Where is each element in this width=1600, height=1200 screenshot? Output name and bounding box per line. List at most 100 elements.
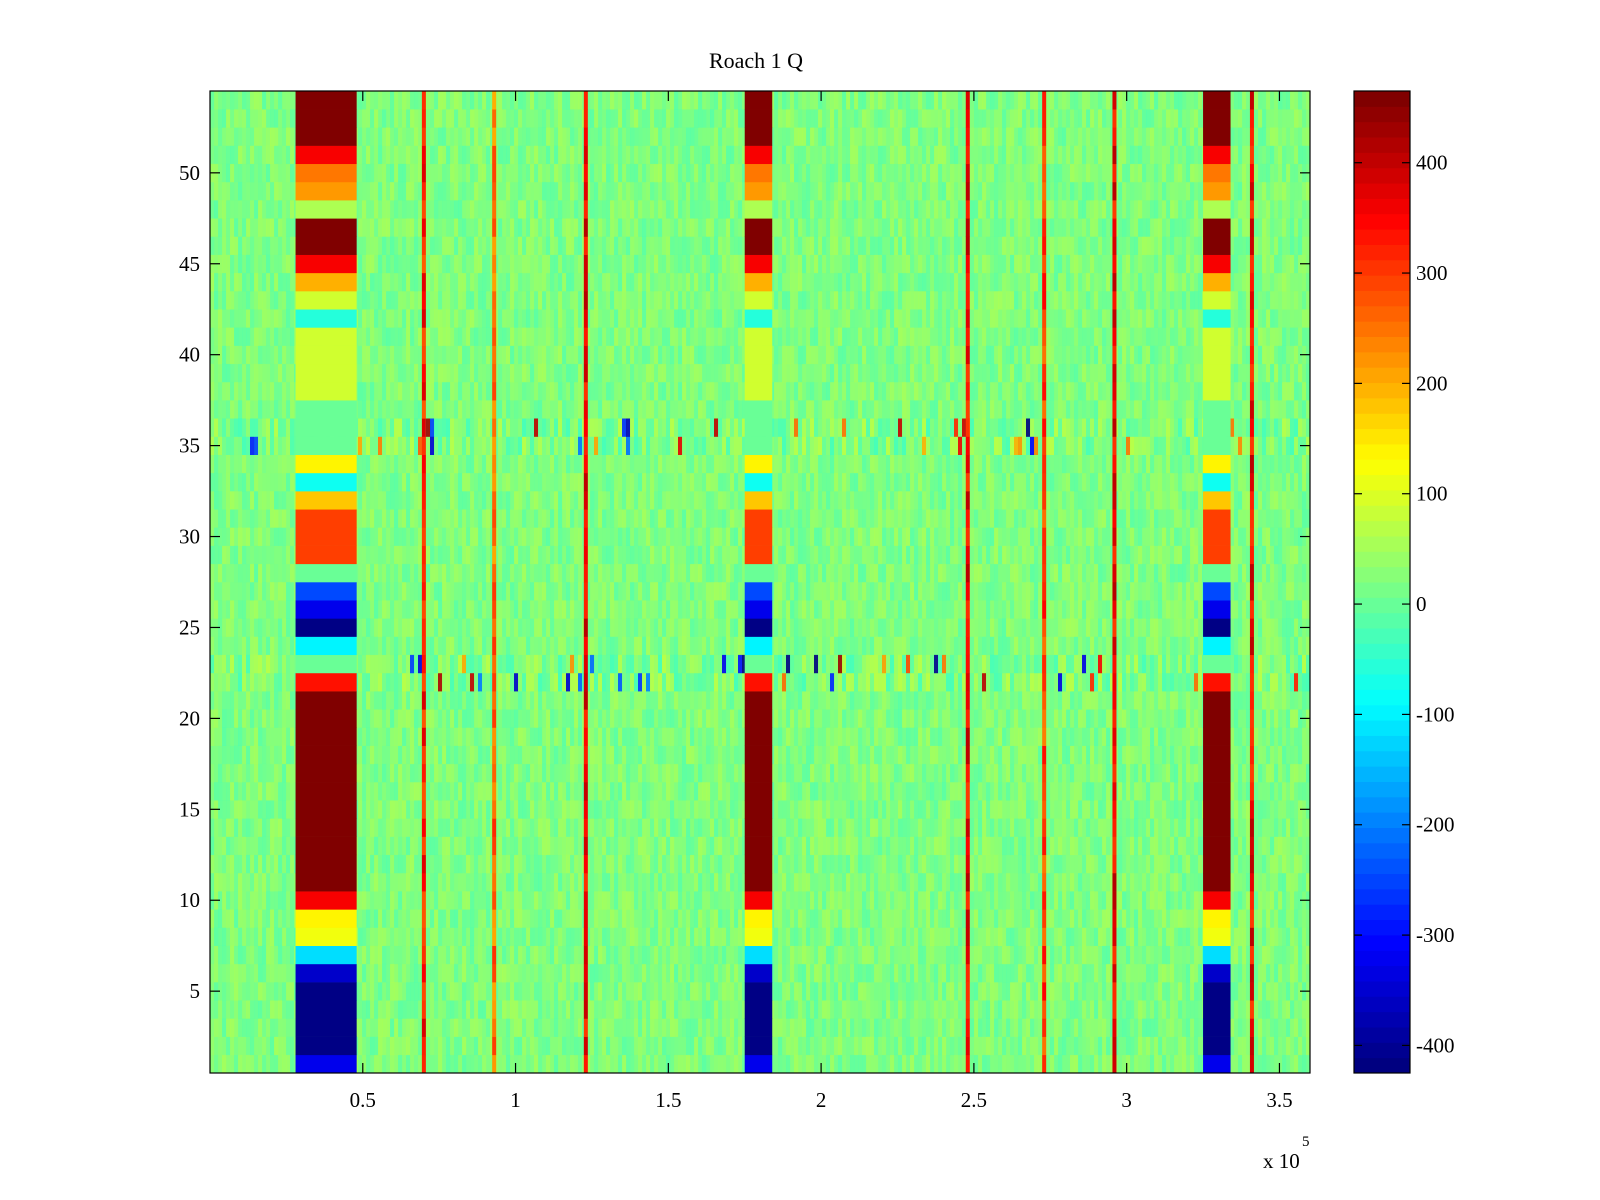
heatmap-cell (466, 945, 471, 965)
heatmap-cell (390, 745, 395, 765)
heatmap-cell (446, 745, 451, 765)
heatmap-cell (710, 836, 715, 856)
heatmap-cell (510, 800, 515, 819)
heatmap-cell (902, 872, 907, 892)
heatmap-cell (902, 891, 907, 910)
heatmap-cell (246, 763, 251, 783)
heatmap-cell (242, 927, 247, 947)
heatmap-cell (1022, 854, 1027, 874)
heatmap-cell (626, 909, 631, 928)
heatmap-cell (722, 1036, 727, 1056)
heatmap-cell (914, 818, 919, 837)
heatmap-cell (618, 945, 623, 965)
heatmap-cell (442, 1036, 447, 1056)
heatmap-cell (806, 872, 811, 892)
heatmap-cell (1006, 836, 1011, 856)
heatmap-cell (490, 872, 495, 892)
heatmap-cell (930, 909, 935, 928)
heatmap-cell (406, 1036, 411, 1056)
heatmap-cell (358, 982, 363, 1001)
heatmap-cell (358, 909, 363, 928)
heatmap-cell (542, 782, 547, 801)
heatmap-cell (286, 818, 291, 837)
heatmap-cell (1258, 982, 1263, 1001)
heatmap-cell (262, 1000, 267, 1019)
heatmap-cell (910, 963, 915, 983)
heatmap-cell (530, 763, 535, 783)
heatmap-cell (830, 1054, 835, 1074)
heatmap-cell (1038, 891, 1043, 910)
heatmap-cell (1190, 854, 1195, 874)
heatmap-cell (1018, 1000, 1023, 1019)
heatmap-cell (282, 927, 287, 947)
heatmap-cell (842, 782, 847, 801)
heatmap-cell (562, 836, 567, 856)
heatmap-cell (1138, 927, 1143, 947)
heatmap-cell (454, 909, 459, 928)
heatmap-cell (594, 1036, 599, 1056)
heatmap-cell (882, 836, 887, 856)
heatmap-cell (210, 927, 215, 947)
heatmap-cell (1186, 1054, 1191, 1074)
heatmap-cell (838, 963, 843, 983)
heatmap-cell (250, 927, 255, 947)
heatmap-cell (286, 891, 291, 910)
heatmap-cell (1230, 1054, 1235, 1074)
heatmap-cell (810, 982, 815, 1001)
heatmap-cell (1246, 963, 1251, 983)
heatmap-cell (526, 1000, 531, 1019)
heatmap-cell (258, 1054, 263, 1074)
heatmap-cell (538, 836, 543, 856)
heatmap-cell (1234, 745, 1239, 765)
heatmap-cell (398, 854, 403, 874)
heatmap-cell (278, 800, 283, 819)
heatmap-cell (510, 963, 515, 983)
heatmap-cell (666, 1000, 671, 1019)
heatmap-cell (362, 945, 367, 965)
heatmap-cell (446, 982, 451, 1001)
heatmap-cell (1278, 982, 1283, 1001)
heatmap-cell (774, 1000, 779, 1019)
heatmap-cell (462, 854, 467, 874)
heatmap-cell (778, 891, 783, 910)
heatmap-cell (1262, 782, 1267, 801)
heatmap-cell (1062, 836, 1067, 856)
heatmap-cell (242, 872, 247, 892)
heatmap-cell (258, 909, 263, 928)
heatmap-cell (1182, 927, 1187, 947)
heatmap-cell (854, 763, 859, 783)
heatmap-cell (654, 745, 659, 765)
heatmap-cell (670, 945, 675, 965)
heatmap-cell (906, 854, 911, 874)
heatmap-cell (998, 818, 1003, 837)
heatmap-cell (726, 763, 731, 783)
heatmap-cell (654, 909, 659, 928)
heatmap-cell (462, 982, 467, 1001)
heatmap-cell (262, 854, 267, 874)
heatmap-cell (1138, 745, 1143, 765)
heatmap-cell (378, 745, 383, 765)
heatmap-cell (526, 982, 531, 1001)
heatmap-cell (670, 982, 675, 1001)
heatmap-cell (1270, 927, 1275, 947)
heatmap-cell (410, 782, 415, 801)
heatmap-cell (830, 909, 835, 928)
heatmap-cell (458, 763, 463, 783)
heatmap-cell (286, 963, 291, 983)
heatmap-cell (534, 963, 539, 983)
heatmap-cell (922, 763, 927, 783)
heatmap-cell (910, 854, 915, 874)
heatmap-cell (946, 763, 951, 783)
heatmap-cell (278, 945, 283, 965)
heatmap-cell (1166, 1036, 1171, 1056)
heatmap-cell (1014, 1000, 1019, 1019)
heatmap-cell (986, 891, 991, 910)
heatmap-cell (878, 891, 883, 910)
heatmap-cell (510, 945, 515, 965)
heatmap-cell (622, 782, 627, 801)
heatmap-cell (278, 982, 283, 1001)
heatmap-cell (718, 891, 723, 910)
heatmap-cell (286, 1036, 291, 1056)
heatmap-cell (390, 1018, 395, 1037)
heatmap-cell (1014, 1054, 1019, 1074)
